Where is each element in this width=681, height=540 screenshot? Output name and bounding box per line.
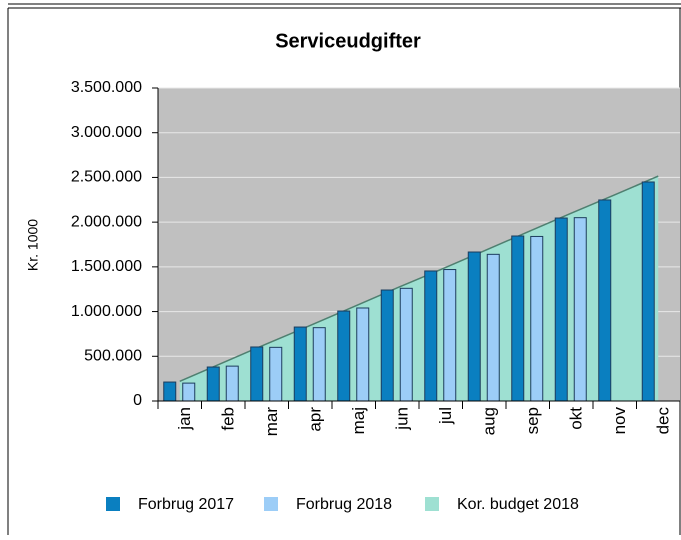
legend-label: Forbrug 2017 xyxy=(138,496,234,513)
y-tick-label: 0 xyxy=(133,392,142,409)
bar xyxy=(163,381,177,402)
x-tick-label: maj xyxy=(349,407,368,434)
legend-swatch xyxy=(106,497,120,511)
y-axis-label: Kr. 1000 xyxy=(25,219,41,271)
bar xyxy=(511,235,525,402)
x-tick-label: sep xyxy=(523,407,542,434)
x-tick-label: dec xyxy=(654,407,673,435)
x-tick-label: jul xyxy=(436,407,455,425)
bar xyxy=(424,270,438,402)
y-tick-label: 1.000.000 xyxy=(71,303,142,320)
bar xyxy=(554,217,568,402)
bar xyxy=(443,269,457,402)
y-tick-label: 1.500.000 xyxy=(71,258,142,275)
x-tick-label: okt xyxy=(567,407,586,430)
bar xyxy=(356,307,370,402)
legend-label: Forbrug 2018 xyxy=(296,496,392,513)
bar xyxy=(530,235,544,402)
bar xyxy=(182,382,196,402)
x-tick-label: jun xyxy=(393,407,412,431)
x-tick-label: aug xyxy=(480,407,499,435)
bar xyxy=(269,346,283,402)
bar xyxy=(467,251,481,402)
y-tick-label: 500.000 xyxy=(84,348,142,365)
x-tick-label: jan xyxy=(175,407,194,431)
bar xyxy=(380,289,394,402)
y-tick-label: 3.000.000 xyxy=(71,124,142,141)
bar xyxy=(598,199,612,402)
legend-label: Kor. budget 2018 xyxy=(457,496,579,513)
bar xyxy=(312,327,326,402)
bar xyxy=(573,217,587,402)
bar xyxy=(225,365,239,402)
chart-title: Serviceudgifter xyxy=(275,30,421,52)
bar xyxy=(641,181,655,402)
bar xyxy=(399,287,413,402)
bar xyxy=(293,326,307,402)
y-tick-label: 2.500.000 xyxy=(71,169,142,186)
y-tick-label: 2.000.000 xyxy=(71,213,142,230)
y-tick-label: 3.500.000 xyxy=(71,79,142,96)
x-tick-label: mar xyxy=(262,407,281,437)
x-tick-label: nov xyxy=(610,407,629,435)
bar xyxy=(486,253,500,402)
bar xyxy=(250,346,264,402)
bar xyxy=(206,366,220,402)
x-tick-label: feb xyxy=(219,407,238,431)
x-tick-label: apr xyxy=(306,407,325,432)
legend-swatch xyxy=(425,497,439,511)
bar xyxy=(337,310,351,402)
legend-swatch xyxy=(264,497,278,511)
